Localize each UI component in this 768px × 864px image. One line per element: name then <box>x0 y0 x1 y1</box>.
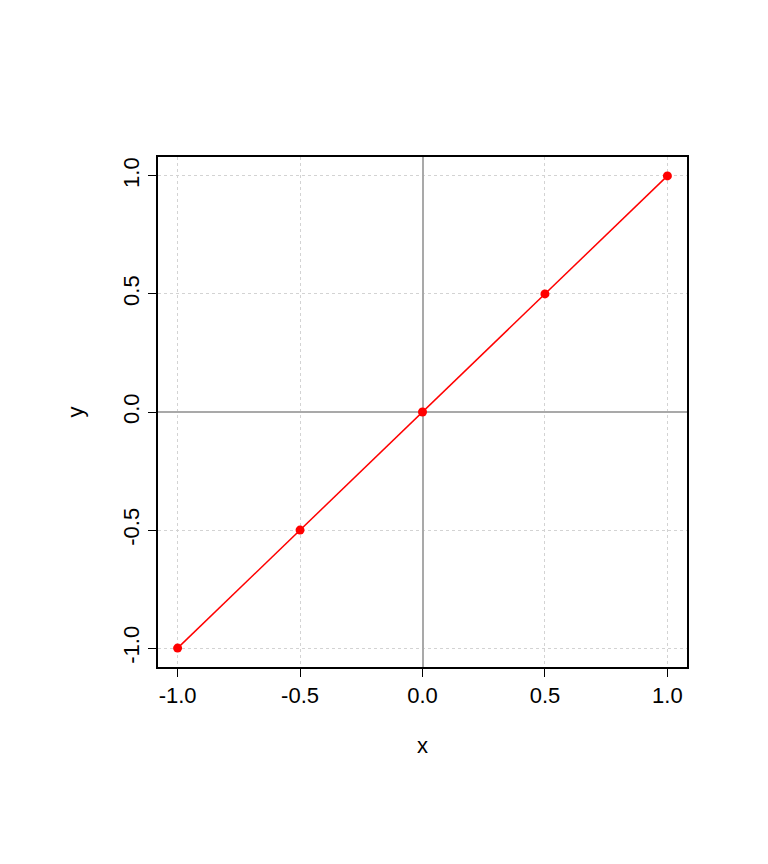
svg-text:-0.5: -0.5 <box>281 683 319 708</box>
svg-text:0.0: 0.0 <box>407 683 438 708</box>
svg-text:y: y <box>63 407 88 418</box>
svg-text:1.0: 1.0 <box>119 157 144 188</box>
svg-text:0.0: 0.0 <box>119 393 144 424</box>
svg-text:0.5: 0.5 <box>530 683 561 708</box>
svg-text:-1.0: -1.0 <box>159 683 197 708</box>
svg-text:0.5: 0.5 <box>119 275 144 306</box>
svg-text:-1.0: -1.0 <box>119 626 144 664</box>
svg-text:x: x <box>417 733 428 758</box>
svg-text:-0.5: -0.5 <box>119 508 144 546</box>
svg-text:1.0: 1.0 <box>652 683 683 708</box>
